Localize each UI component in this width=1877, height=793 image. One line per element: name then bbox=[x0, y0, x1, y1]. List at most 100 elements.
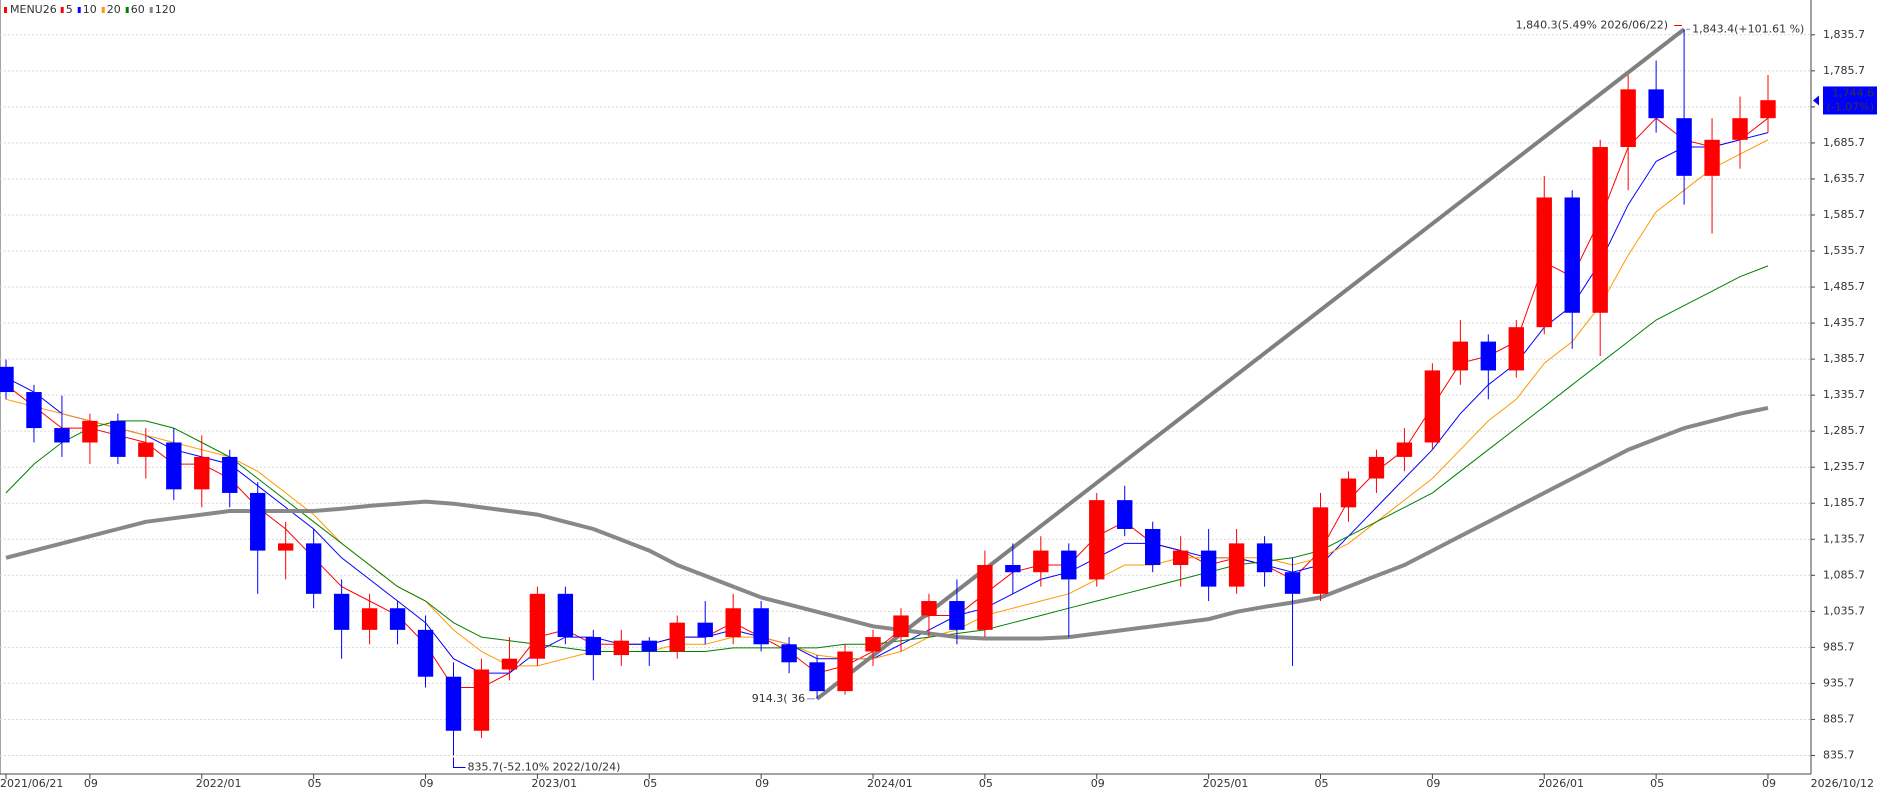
x-tick-label: 09 bbox=[84, 777, 98, 790]
candle-body bbox=[1340, 478, 1357, 508]
y-tick-label: 1,585.7 bbox=[1823, 208, 1865, 221]
moving-average-line bbox=[5, 405, 1769, 641]
y-tick-label: 1,835.7 bbox=[1823, 28, 1865, 41]
candle-body bbox=[0, 366, 14, 393]
candle-body bbox=[445, 676, 462, 731]
x-tick-label: 05 bbox=[979, 777, 993, 790]
candle-body bbox=[222, 456, 238, 493]
x-tick-label: 09 bbox=[1426, 777, 1440, 790]
y-tick-label: 1,785.7 bbox=[1823, 64, 1865, 77]
annotation-label: 835.7(-52.10% 2022/10/24) bbox=[467, 760, 620, 773]
x-tick-label: 05 bbox=[308, 777, 322, 790]
legend-entry: 20 bbox=[107, 3, 121, 16]
candle-body bbox=[250, 492, 266, 551]
candle-body bbox=[1172, 550, 1189, 566]
candle-body bbox=[893, 615, 909, 638]
candle-body bbox=[725, 608, 741, 638]
legend-swatch bbox=[149, 7, 153, 13]
candle-body bbox=[1648, 89, 1664, 119]
candle-body bbox=[1452, 341, 1469, 371]
candle-body bbox=[1424, 370, 1441, 443]
candle-body bbox=[194, 456, 210, 490]
y-tick-label: 1,335.7 bbox=[1823, 388, 1865, 401]
candle-body bbox=[1033, 550, 1049, 573]
candle-body bbox=[1676, 118, 1692, 176]
legend-marker bbox=[4, 7, 7, 13]
y-tick-label: 1,635.7 bbox=[1823, 172, 1865, 185]
y-tick-label: 985.7 bbox=[1823, 640, 1855, 653]
candle-body bbox=[529, 593, 546, 659]
x-tick-label: 09 bbox=[420, 777, 434, 790]
moving-average-line bbox=[5, 117, 1769, 688]
x-tick-label: 05 bbox=[1650, 777, 1664, 790]
annotation-label: 1,843.4(+101.61 %) bbox=[1692, 22, 1804, 35]
candle-body bbox=[1564, 197, 1580, 313]
y-tick-label: 1,435.7 bbox=[1823, 316, 1865, 329]
x-tick-label: 2023/01 bbox=[531, 777, 577, 790]
candle-body bbox=[1145, 528, 1161, 566]
candle-body bbox=[697, 622, 713, 638]
legend-swatch bbox=[125, 7, 129, 13]
candle-body bbox=[865, 637, 881, 652]
x-tick-label: 09 bbox=[755, 777, 769, 790]
y-tick-label: 1,185.7 bbox=[1823, 496, 1865, 509]
annotation-arrow bbox=[452, 757, 466, 768]
y-tick-label: 1,685.7 bbox=[1823, 136, 1865, 149]
candle-body bbox=[837, 651, 853, 692]
candle-body bbox=[333, 593, 350, 630]
last-price-label: 1,744.6 bbox=[1832, 86, 1874, 99]
x-end-label: 2026/10/12 bbox=[1811, 777, 1874, 790]
legend-title: MENU26 bbox=[10, 3, 57, 16]
candle-body bbox=[1480, 341, 1497, 371]
candle-body bbox=[1200, 550, 1217, 587]
candle-body bbox=[305, 543, 322, 594]
candle-body bbox=[389, 608, 406, 630]
x-tick-label: 09 bbox=[1091, 777, 1105, 790]
candle-body bbox=[921, 601, 937, 616]
annotation-label: 1,840.3(5.49% 2026/06/22) bbox=[1516, 18, 1668, 31]
last-price-marker bbox=[1813, 95, 1819, 106]
candle-body bbox=[361, 608, 378, 630]
candle-body bbox=[1117, 500, 1133, 529]
candle-body bbox=[54, 428, 70, 443]
candle-body bbox=[501, 658, 518, 670]
x-tick-label: 2022/01 bbox=[196, 777, 242, 790]
candle-body bbox=[1256, 543, 1273, 573]
candle-body bbox=[809, 662, 825, 692]
x-tick-label: 2021/06/21 bbox=[0, 777, 63, 790]
x-tick-label: 05 bbox=[643, 777, 657, 790]
legend-swatch bbox=[77, 7, 81, 13]
last-price-change: (-1.07%) bbox=[1827, 100, 1875, 113]
candle-body bbox=[277, 543, 294, 551]
candle-body bbox=[110, 420, 126, 457]
legend-entry: 60 bbox=[131, 3, 145, 16]
y-tick-label: 1,085.7 bbox=[1823, 568, 1865, 581]
candle-body bbox=[1368, 456, 1385, 479]
legend-entry: 5 bbox=[66, 3, 73, 16]
candle-body bbox=[1061, 550, 1077, 580]
trendline bbox=[815, 27, 1686, 701]
annotation-label: 914.3( 36 bbox=[752, 692, 805, 705]
candle-body bbox=[138, 442, 154, 457]
candle-body bbox=[82, 420, 98, 443]
candle-body bbox=[417, 629, 434, 677]
y-tick-label: 1,285.7 bbox=[1823, 424, 1865, 437]
candle-body bbox=[1704, 139, 1720, 176]
x-tick-label: 2026/01 bbox=[1538, 777, 1584, 790]
candle-body bbox=[1620, 89, 1636, 148]
candle-body bbox=[1312, 507, 1329, 594]
y-tick-label: 1,385.7 bbox=[1823, 352, 1865, 365]
candle-body bbox=[1284, 572, 1301, 594]
y-tick-label: 1,235.7 bbox=[1823, 460, 1865, 473]
candle-body bbox=[1592, 147, 1608, 313]
x-tick-label: 2024/01 bbox=[867, 777, 913, 790]
candle-body bbox=[557, 593, 574, 638]
moving-average-line bbox=[5, 132, 1769, 674]
candle-body bbox=[1732, 118, 1748, 140]
candle-body bbox=[613, 640, 629, 656]
candle-body bbox=[1536, 197, 1552, 328]
candle-body bbox=[26, 392, 42, 429]
candle-body bbox=[166, 442, 182, 490]
